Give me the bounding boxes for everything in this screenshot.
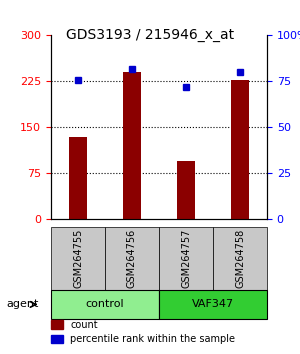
Text: GDS3193 / 215946_x_at: GDS3193 / 215946_x_at bbox=[66, 28, 234, 42]
Text: GSM264758: GSM264758 bbox=[235, 229, 245, 288]
Text: agent: agent bbox=[6, 299, 38, 309]
Text: GSM264756: GSM264756 bbox=[127, 229, 137, 288]
Bar bbox=[69, 137, 88, 219]
Bar bbox=[177, 161, 196, 219]
Bar bbox=[231, 80, 250, 219]
Text: control: control bbox=[86, 299, 124, 309]
Text: percentile rank within the sample: percentile rank within the sample bbox=[70, 334, 236, 344]
Text: GSM264755: GSM264755 bbox=[73, 229, 83, 288]
Text: count: count bbox=[70, 320, 98, 330]
Text: GSM264757: GSM264757 bbox=[181, 229, 191, 288]
Text: VAF347: VAF347 bbox=[192, 299, 234, 309]
Bar bbox=[123, 72, 142, 219]
